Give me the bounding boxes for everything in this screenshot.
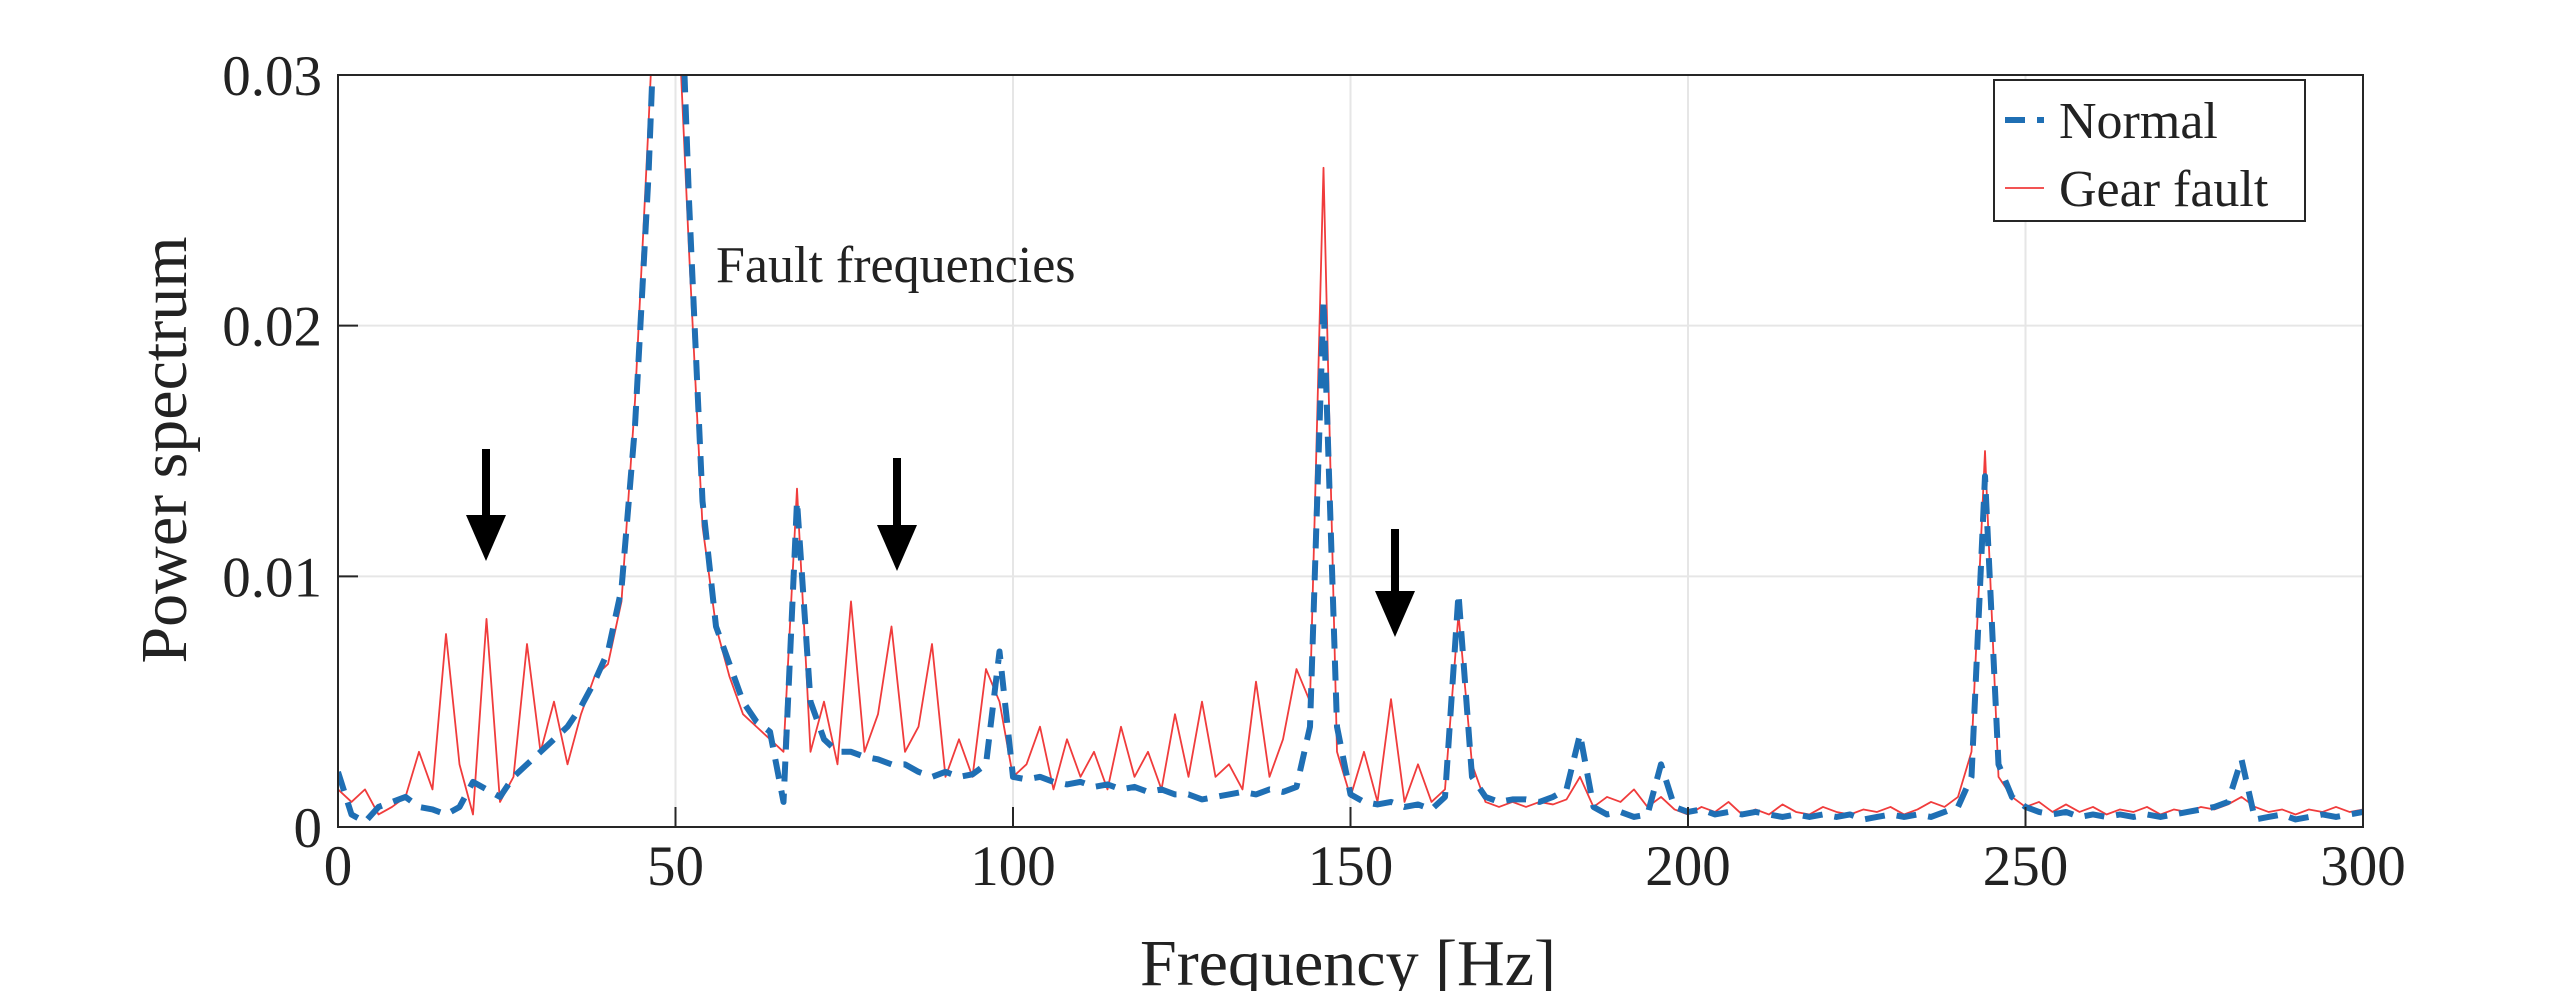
legend-label: Normal bbox=[2059, 93, 2218, 150]
x-tick-label: 150 bbox=[1308, 835, 1394, 898]
x-tick-label: 0 bbox=[324, 835, 353, 898]
series-line bbox=[338, 75, 2363, 825]
y-tick-label: 0.01 bbox=[222, 546, 322, 609]
ticks: 0 50 100 150 200 250 300 0 0.01 0.02 0.03 bbox=[222, 45, 2406, 898]
y-tick-label: 0 bbox=[294, 797, 323, 860]
legend-box bbox=[1993, 79, 2306, 222]
arrow-head bbox=[1375, 591, 1415, 637]
x-tick-label: 200 bbox=[1645, 835, 1731, 898]
arrow-head bbox=[877, 525, 917, 571]
x-axis-label: Frequency [Hz] bbox=[1140, 927, 1556, 991]
y-axis-label: Power spectrum bbox=[128, 236, 201, 663]
x-tick-label: 250 bbox=[1983, 835, 2069, 898]
arrow-head bbox=[466, 515, 506, 561]
arrows bbox=[466, 449, 1415, 637]
x-tick-label: 50 bbox=[647, 835, 704, 898]
y-tick-label: 0.02 bbox=[222, 296, 322, 359]
annotation: Fault frequencies bbox=[716, 237, 1076, 294]
legend: Normal Gear fault bbox=[1993, 79, 2306, 222]
x-tick-label: 100 bbox=[970, 835, 1056, 898]
x-tick-label: 300 bbox=[2320, 835, 2406, 898]
y-tick-label: 0.03 bbox=[222, 45, 322, 108]
legend-label: Gear fault bbox=[2059, 161, 2269, 218]
lines bbox=[338, 75, 2363, 825]
